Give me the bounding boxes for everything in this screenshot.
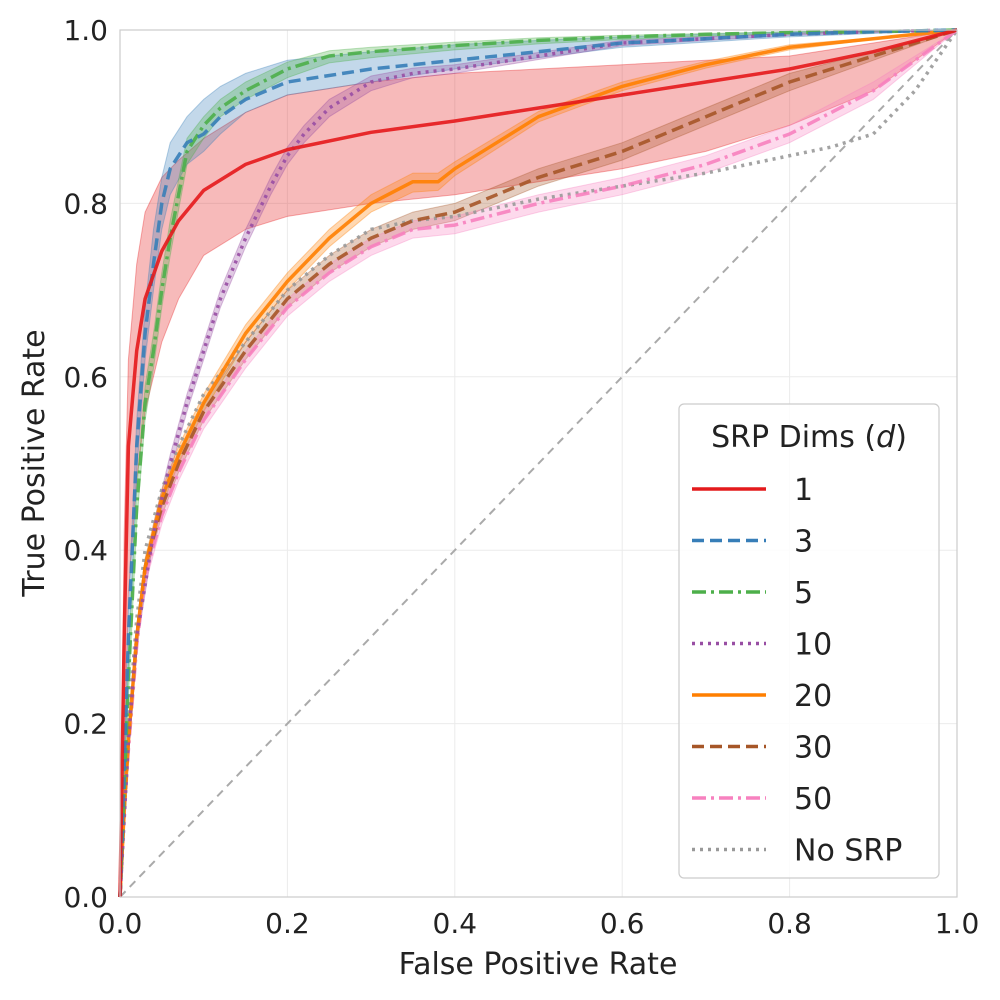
- legend-label-10: 10: [794, 628, 832, 663]
- legend-entries: 1 3 5 10 20 30 50 No SRP: [692, 473, 902, 869]
- x-tick-label: 0.8: [767, 907, 812, 940]
- line-series-5: [118, 28, 958, 898]
- line-series-20: [118, 28, 958, 898]
- chance-diagonal: [119, 29, 958, 898]
- series-lines: [118, 28, 959, 898]
- legend: SRP Dims (d) 1 3 5 10 20 30 50 No SRP: [678, 403, 940, 879]
- legend-label-1: 1: [794, 473, 813, 508]
- x-tick-label: 0.0: [98, 907, 143, 940]
- y-tick-labels: 0.0 0.2 0.4 0.6 0.8 1.0: [63, 14, 108, 914]
- legend-label-50: 50: [794, 782, 832, 817]
- x-tick-labels: 0.0 0.2 0.4 0.6 0.8 1.0: [98, 907, 980, 940]
- y-tick-label: 0.8: [63, 187, 108, 220]
- y-tick-label: 0.4: [63, 534, 108, 567]
- legend-title: SRP Dims (d): [711, 420, 907, 455]
- x-tick-label: 1.0: [935, 907, 980, 940]
- legend-label-5: 5: [794, 576, 813, 611]
- legend-label-no-srp: No SRP: [794, 834, 902, 869]
- line-series-1: [118, 28, 958, 898]
- grid: [119, 29, 958, 898]
- x-tick-label: 0.2: [265, 907, 310, 940]
- legend-label-3: 3: [794, 525, 813, 560]
- y-axis-label: True Positive Rate: [17, 329, 52, 597]
- line-series-no-srp: [118, 29, 959, 898]
- x-tick-label: 0.4: [433, 907, 478, 940]
- y-tick-label: 0.0: [63, 881, 108, 914]
- legend-label-20: 20: [794, 679, 832, 714]
- x-axis-label: False Positive Rate: [399, 947, 678, 982]
- x-tick-label: 0.6: [600, 907, 645, 940]
- chance-line: [119, 29, 958, 898]
- line-series-3: [118, 28, 958, 898]
- y-tick-label: 0.6: [63, 361, 108, 394]
- legend-label-30: 30: [794, 731, 832, 766]
- y-tick-label: 1.0: [63, 14, 108, 47]
- plot-frame: [119, 29, 958, 898]
- line-series-10: [118, 28, 958, 898]
- y-tick-label: 0.2: [63, 708, 108, 741]
- legend-box: [678, 403, 940, 879]
